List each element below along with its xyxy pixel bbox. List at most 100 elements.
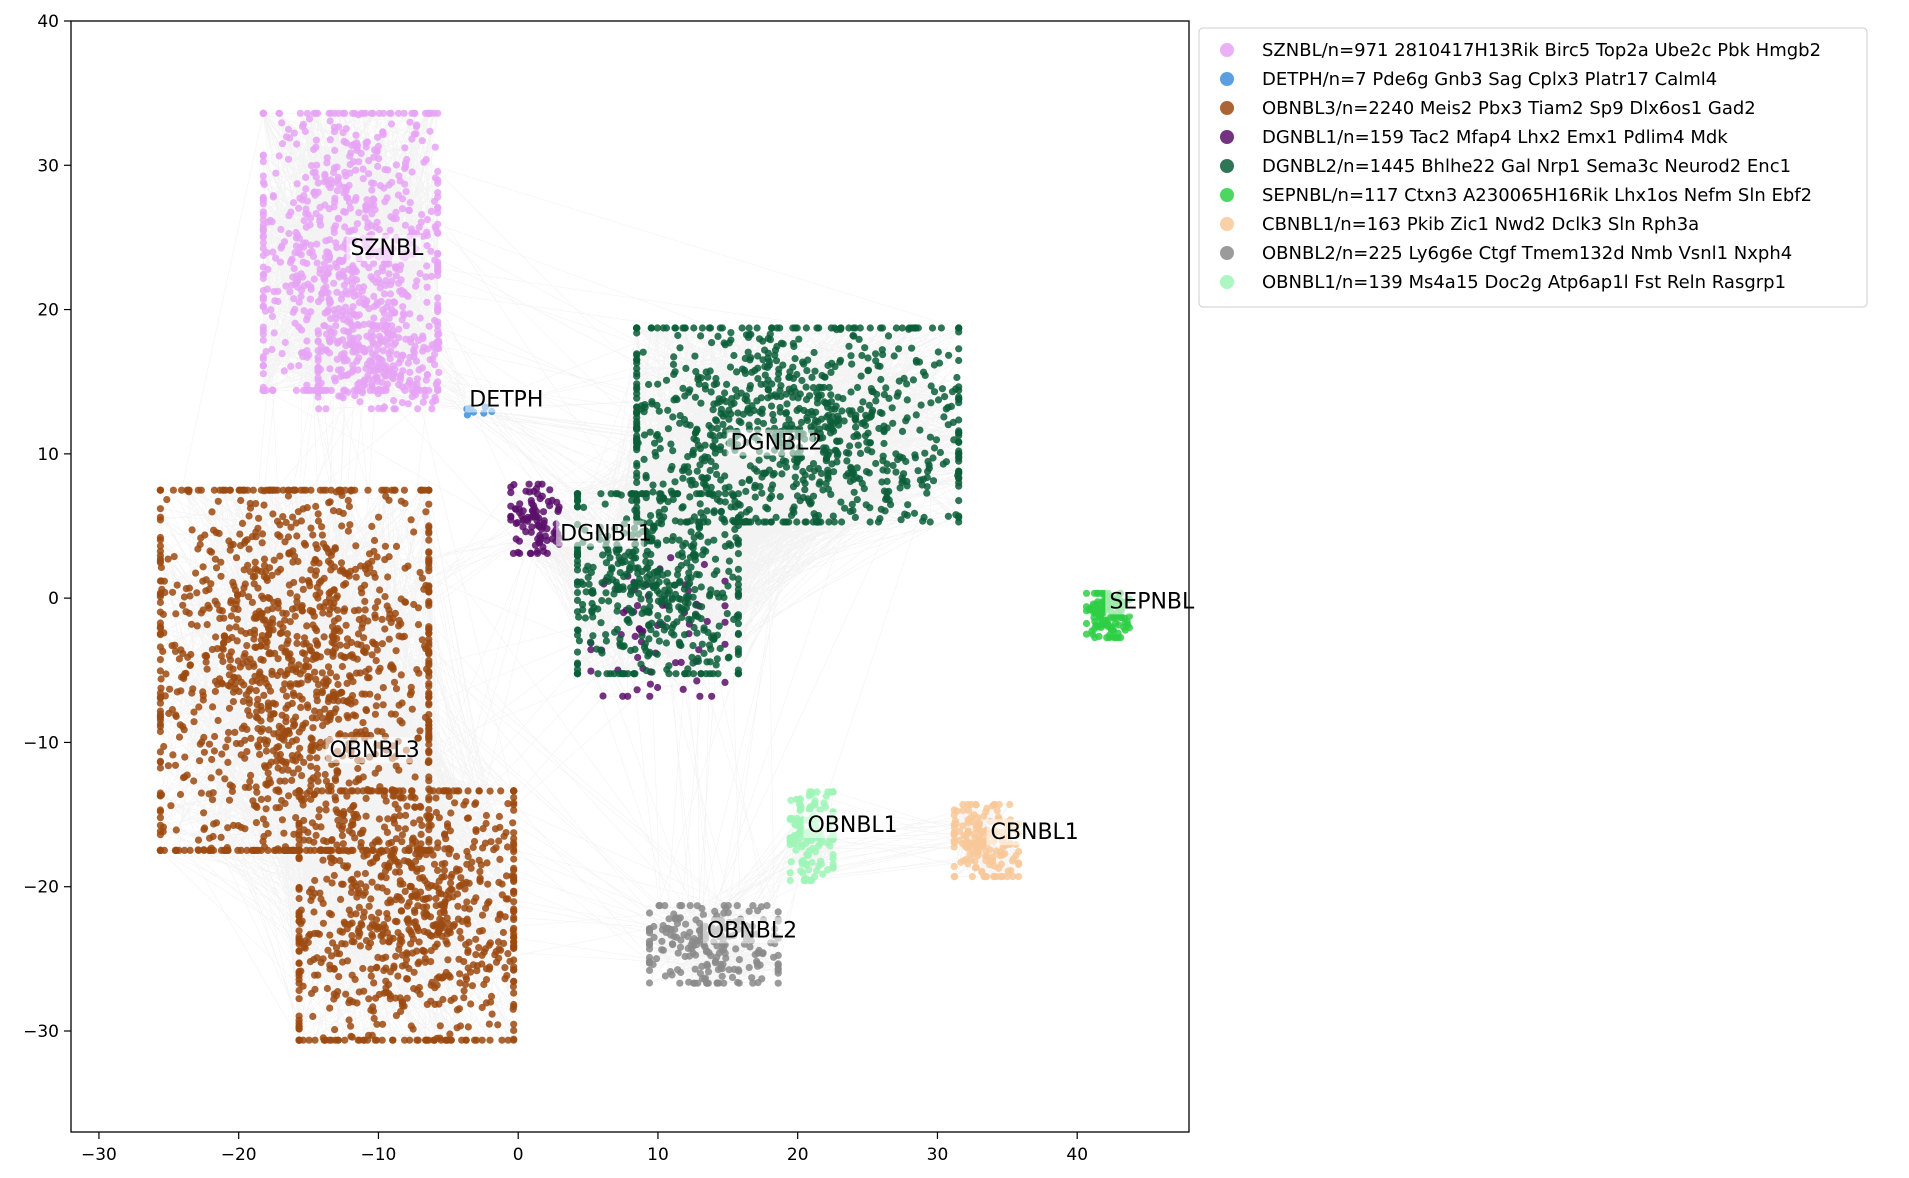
cell-point [347, 1032, 355, 1040]
cell-point [352, 728, 360, 736]
cell-point [304, 312, 312, 320]
cell-point [510, 829, 518, 837]
cell-point [382, 260, 390, 269]
cell-point [729, 492, 738, 500]
cell-point [347, 911, 355, 919]
cell-point [710, 635, 718, 643]
cell-point [284, 486, 292, 494]
cell-point [427, 882, 436, 890]
cell-point [846, 442, 854, 450]
cell-point [892, 324, 901, 332]
cell-point [827, 368, 835, 376]
cell-point [955, 482, 963, 490]
cell-point [494, 915, 502, 924]
cell-point [344, 527, 352, 535]
cell-point [335, 305, 343, 313]
cell-point [300, 634, 309, 642]
cell-point [334, 176, 342, 184]
cell-point [431, 256, 439, 264]
cell-point [422, 156, 430, 164]
cell-point [633, 498, 641, 506]
cell-point [400, 486, 408, 494]
cell-point [333, 339, 342, 347]
cell-point [313, 627, 321, 635]
cell-point [303, 259, 311, 268]
cell-point [655, 495, 664, 503]
cell-point [641, 403, 649, 411]
cell-point [408, 109, 416, 117]
cell-point [367, 787, 375, 795]
cell-point [180, 726, 188, 734]
cell-point [334, 816, 342, 824]
cell-point [339, 315, 348, 323]
cell-point [352, 573, 360, 581]
cell-point [277, 244, 285, 252]
cell-point [276, 777, 284, 785]
cell-point [313, 240, 321, 248]
cell-point [425, 812, 433, 820]
cell-point [365, 902, 373, 910]
cell-point [469, 843, 477, 852]
cell-point [734, 648, 743, 656]
cell-point [586, 638, 595, 646]
cell-point [307, 566, 315, 574]
cell-point [705, 641, 714, 649]
cell-point [642, 608, 650, 616]
cell-point [340, 281, 348, 289]
cell-point [696, 532, 705, 541]
cell-point [381, 593, 389, 601]
cell-point [353, 655, 361, 663]
cell-point [487, 992, 496, 1001]
cell-point [510, 787, 518, 795]
cell-point [455, 866, 463, 874]
cell-point [305, 1036, 313, 1044]
cell-point [406, 691, 414, 699]
cell-point [634, 564, 642, 572]
cell-point [417, 840, 425, 848]
cell-point [510, 793, 518, 802]
cell-point [621, 552, 629, 560]
cell-point [320, 1036, 328, 1044]
cell-point [616, 635, 624, 643]
cell-point [414, 621, 423, 629]
cell-point [839, 395, 847, 403]
cell-point [297, 967, 305, 975]
cell-point [386, 368, 394, 376]
cell-point [314, 179, 322, 187]
cell-point [398, 399, 406, 407]
cell-point [830, 468, 838, 476]
cell-point [346, 695, 354, 703]
cell-point [573, 566, 582, 574]
cell-point [315, 743, 323, 752]
cell-point [434, 179, 442, 187]
cell-point [1092, 621, 1100, 629]
cell-point [697, 332, 705, 340]
cell-point [308, 735, 316, 743]
cell-point [785, 518, 793, 526]
cell-point [495, 878, 503, 887]
cell-point [336, 641, 344, 649]
cell-point [955, 328, 963, 336]
cell-point [832, 402, 840, 410]
cell-point [323, 875, 331, 883]
cell-point [309, 168, 317, 177]
cell-point [392, 161, 400, 169]
cell-point [360, 260, 368, 268]
cell-point [454, 915, 462, 923]
cell-point [368, 186, 376, 194]
cell-point [623, 616, 631, 624]
cell-point [374, 727, 382, 735]
cell-point [404, 359, 412, 367]
cell-point [381, 556, 389, 564]
cell-point [350, 292, 358, 300]
cell-point [187, 620, 196, 628]
cell-point [322, 800, 330, 808]
cell-point [398, 195, 407, 203]
cell-point [287, 523, 295, 531]
cell-point [687, 528, 695, 536]
cell-point [581, 614, 590, 622]
cell-point [173, 581, 181, 589]
cell-point [273, 744, 281, 752]
cell-point [331, 146, 339, 154]
cell-point [719, 395, 727, 403]
